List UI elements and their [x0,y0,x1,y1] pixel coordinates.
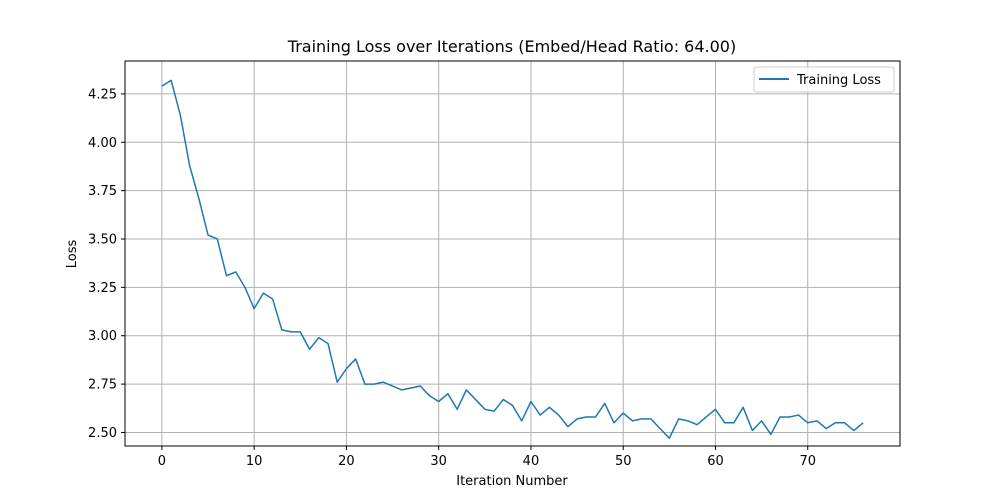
series-line-training-loss [161,79,864,440]
y-tick-label: 3.25 [88,281,117,296]
y-tick-label: 2.50 [88,426,117,441]
y-axis: 2.50 2.75 3.00 3.25 3.50 3.75 4.00 4.25 [88,87,125,441]
x-axis: 0 10 20 30 40 50 60 70 [158,446,816,469]
grid [125,61,900,446]
x-tick-label: 30 [430,454,447,469]
x-tick-label: 0 [158,454,166,469]
y-tick-label: 3.75 [88,184,117,199]
y-tick-label: 3.00 [88,329,117,344]
series-layer [161,79,864,440]
x-tick-label: 10 [246,454,263,469]
legend-box [753,66,895,93]
chart-title: Training Loss over Iterations (Embed/Hea… [287,37,736,56]
y-tick-label: 3.50 [88,232,117,247]
legend: Training Loss [753,66,895,93]
y-axis-label: Loss [65,240,80,269]
y-tick-label: 4.00 [88,136,117,151]
x-tick-label: 60 [707,454,724,469]
y-tick-label: 4.25 [88,87,117,102]
plot-frame [124,60,901,447]
x-tick-label: 20 [338,454,355,469]
x-tick-label: 50 [615,454,632,469]
y-tick-label: 2.75 [88,378,117,393]
legend-label: Training Loss [796,73,881,88]
x-axis-label: Iteration Number [456,474,568,489]
x-tick-label: 40 [523,454,540,469]
x-tick-label: 70 [799,454,816,469]
